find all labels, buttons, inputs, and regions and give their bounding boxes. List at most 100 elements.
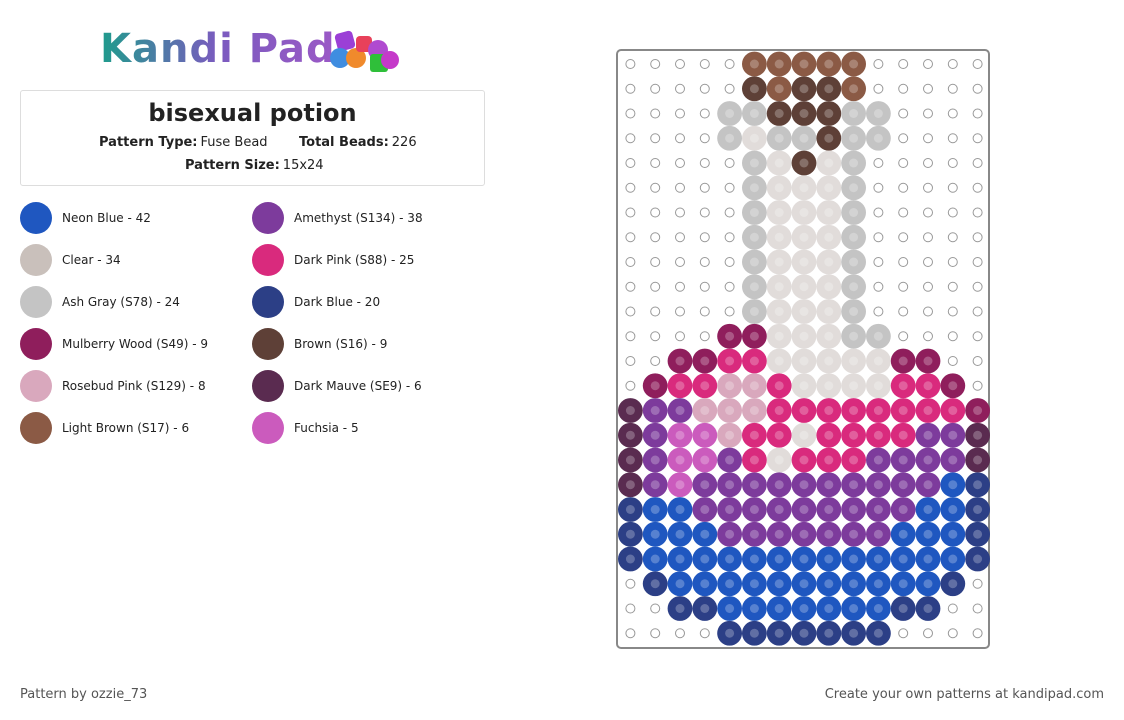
bead <box>742 596 767 621</box>
bead-hole <box>898 579 908 589</box>
bead-hole <box>774 208 784 217</box>
bead <box>618 497 643 522</box>
bead-hole <box>799 529 809 539</box>
bead <box>816 546 842 572</box>
empty-peg <box>898 207 909 218</box>
bead <box>766 447 792 473</box>
bead-hole <box>923 381 933 391</box>
bead <box>791 472 817 498</box>
bead <box>816 571 842 597</box>
bead-hole <box>849 628 859 638</box>
bead <box>692 497 718 522</box>
bead-hole <box>650 579 660 589</box>
empty-peg <box>972 331 983 342</box>
bead-hole <box>849 579 859 589</box>
bead-hole <box>873 628 883 638</box>
bead-hole <box>749 331 759 341</box>
bead <box>766 51 792 77</box>
bead <box>667 571 693 597</box>
empty-peg <box>724 281 735 292</box>
bead <box>940 521 966 547</box>
bead-hole <box>849 282 859 292</box>
bead <box>717 398 742 423</box>
bead-hole <box>749 604 759 613</box>
bead <box>742 521 767 547</box>
bead-hole <box>849 331 859 341</box>
bead-hole <box>824 183 834 193</box>
empty-peg <box>699 232 710 243</box>
bead <box>890 521 916 547</box>
color-swatch <box>20 328 52 360</box>
bead-hole <box>973 406 983 415</box>
bead <box>742 51 767 77</box>
bead <box>866 620 891 646</box>
bead <box>766 299 792 324</box>
bead <box>915 398 941 423</box>
bead <box>816 422 842 448</box>
bead <box>791 76 817 102</box>
bead-hole <box>948 554 958 564</box>
bead <box>915 546 941 572</box>
bead-hole <box>873 331 883 341</box>
bead-hole <box>625 430 635 440</box>
bead <box>717 101 742 126</box>
bead-hole <box>898 406 908 415</box>
bead-hole <box>749 183 759 193</box>
bead <box>717 125 742 151</box>
bead-hole <box>725 430 735 440</box>
bead-hole <box>948 406 958 415</box>
bead <box>816 323 842 349</box>
bead-hole <box>898 529 908 539</box>
bead <box>866 497 891 522</box>
empty-peg <box>947 306 958 317</box>
legend-item: Dark Mauve (SE9) - 6 <box>252 370 422 402</box>
bead-hole <box>824 109 834 118</box>
bead-hole <box>650 529 660 539</box>
bead-hole <box>799 430 809 440</box>
empty-peg <box>972 207 983 218</box>
bead-hole <box>799 109 809 118</box>
bead-hole <box>650 406 660 415</box>
bead-hole <box>774 579 784 589</box>
bead-hole <box>849 307 859 316</box>
empty-peg <box>699 108 710 119</box>
bead-hole <box>675 529 685 539</box>
bead-hole <box>873 579 883 589</box>
empty-peg <box>972 603 983 614</box>
site-link[interactable]: Create your own patterns at kandipad.com <box>824 687 1104 702</box>
bead-hole <box>799 282 809 292</box>
bead-hole <box>923 356 933 366</box>
bead-hole <box>749 455 759 465</box>
bead <box>816 249 842 275</box>
bead <box>667 447 693 473</box>
bead <box>816 224 842 250</box>
bead <box>816 299 842 324</box>
bead-hole <box>799 406 809 415</box>
bead-hole <box>799 133 809 143</box>
bead <box>742 101 767 126</box>
bead-hole <box>849 84 859 94</box>
bead-hole <box>774 232 784 242</box>
value: 226 <box>391 135 417 150</box>
bead-hole <box>824 158 834 168</box>
bead <box>940 373 966 399</box>
bead-hole <box>948 381 958 391</box>
bead-hole <box>774 257 784 267</box>
bead-hole <box>873 430 883 440</box>
legend-item: Mulberry Wood (S49) - 9 <box>20 328 208 360</box>
bead <box>692 398 718 423</box>
bead <box>940 472 966 498</box>
bead <box>816 497 842 522</box>
bead-hole <box>849 183 859 193</box>
bead <box>890 348 916 374</box>
bead-hole <box>700 406 710 415</box>
bead-hole <box>849 604 859 613</box>
bead-hole <box>675 554 685 564</box>
bead <box>692 348 718 374</box>
bead <box>667 546 693 572</box>
bead <box>717 323 742 349</box>
label: Total Beads: <box>299 135 389 150</box>
bead <box>890 546 916 572</box>
bead <box>841 521 866 547</box>
